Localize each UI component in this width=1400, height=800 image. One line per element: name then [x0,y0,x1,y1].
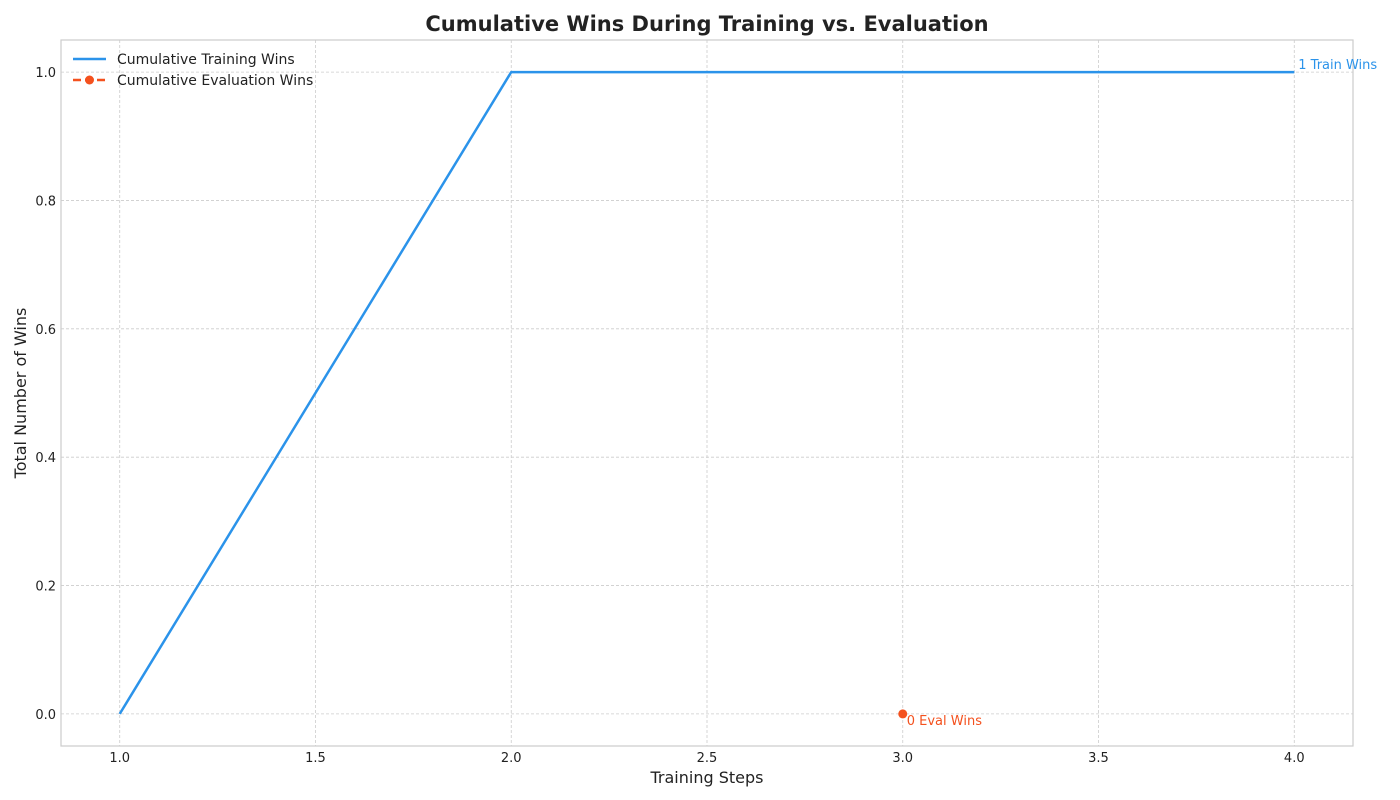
x-tick-label: 1.0 [109,751,130,766]
legend: Cumulative Training Wins Cumulative Evalu… [73,52,313,89]
legend-marker [85,75,94,85]
chart-title: Cumulative Wins During Training vs. Eval… [425,12,988,36]
y-tick-label: 0.8 [35,194,56,209]
legend-entry-label: Cumulative Evaluation Wins [117,73,313,89]
y-tick-label: 0.0 [35,708,56,723]
x-tick-label: 3.5 [1088,751,1109,766]
legend-entry-label: Cumulative Training Wins [117,52,295,68]
y-tick-label: 0.2 [35,580,56,595]
x-tick-label: 4.0 [1284,751,1305,766]
y-tick-label: 0.6 [35,323,56,338]
cumulative-training-wins-line [118,70,1295,715]
annotation-layer: 1 Train Wins 0 Eval Wins [907,58,1378,729]
annotation-label: 0 Eval Wins [907,714,982,729]
annotation-label: 1 Train Wins [1298,58,1377,73]
x-tick-label: 2.0 [501,751,522,766]
y-tick-label: 1.0 [35,66,56,81]
x-tick-label: 2.5 [697,751,718,766]
cumulative-evaluation-wins-point [898,709,908,719]
x-axis-ticks: 1.0 1.5 2.0 2.5 3.0 3.5 4.0 [109,751,1304,766]
y-axis-label: Total Number of Wins [11,308,30,480]
plot-frame [60,39,1354,747]
y-axis-ticks: 0.0 0.2 0.4 0.6 0.8 1.0 [35,66,56,723]
y-tick-label: 0.4 [35,451,56,466]
x-axis-label: Training Steps [650,768,764,787]
grid [61,40,1353,746]
x-tick-label: 1.5 [305,751,326,766]
x-tick-label: 3.0 [892,751,913,766]
series-layer [118,70,1295,719]
